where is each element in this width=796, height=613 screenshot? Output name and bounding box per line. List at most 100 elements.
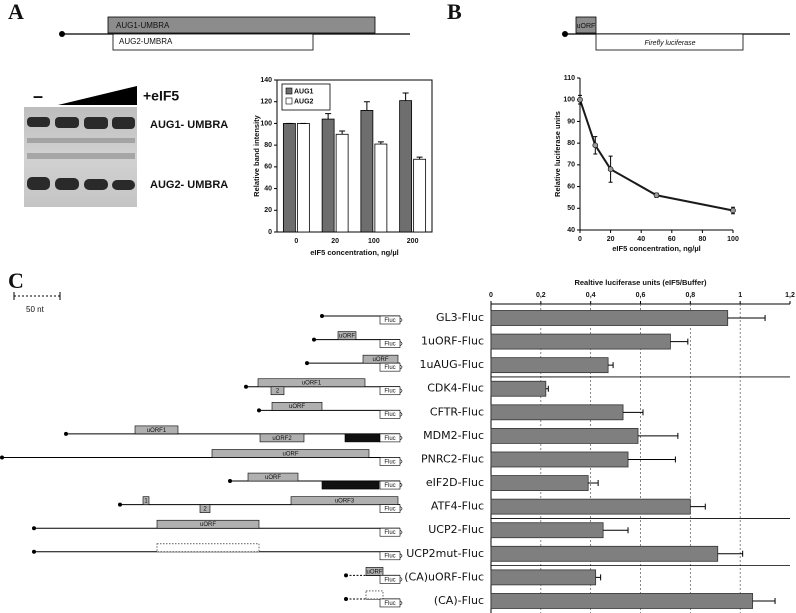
y-tick-label: 80	[264, 142, 272, 149]
cap	[344, 573, 348, 578]
feature-box	[379, 433, 401, 443]
y-tick-label: 90	[567, 118, 575, 125]
error-bar	[717, 550, 744, 557]
error-bar	[595, 574, 602, 581]
feature-label: Fluc	[384, 554, 395, 560]
cap	[32, 526, 36, 531]
x-tick-label: 1	[738, 292, 742, 299]
chart-title: Realtive luciferase units (eIF5/Buffer)	[574, 278, 707, 287]
category-label: CFTR-Fluc	[430, 405, 484, 418]
gel-faint	[27, 138, 135, 159]
gel-minus: –	[33, 86, 43, 106]
tail	[399, 364, 403, 370]
feature-box	[257, 378, 366, 388]
feature-box	[379, 410, 401, 419]
bar	[490, 475, 589, 491]
data-point	[730, 207, 736, 214]
x-axis-label: eIF5 concentration, ng/µl	[612, 244, 701, 253]
feature-label: Fluc	[384, 507, 395, 513]
x-tick-label: 0,8	[685, 292, 695, 299]
y-tick-label: 40	[567, 227, 575, 234]
feature-label: uORF	[265, 475, 281, 481]
category-label: (CA)uORF-Fluc	[404, 570, 484, 583]
feature-label: uORF	[282, 451, 298, 457]
error-bar	[416, 156, 423, 160]
feature-label: uORF	[200, 522, 216, 528]
band	[112, 117, 135, 129]
tail	[399, 577, 403, 582]
feature-box	[290, 496, 399, 505]
feature-label: 2	[203, 507, 207, 513]
cap	[320, 314, 324, 318]
feature-label: uORF	[372, 357, 388, 363]
x-tick-label: 20	[607, 236, 615, 243]
category-label: UCP2-Fluc	[428, 523, 484, 536]
feature-label: uORF2	[272, 436, 292, 442]
scale-label: 50 nt	[26, 305, 45, 314]
x-tick-label: 200	[407, 238, 419, 245]
feature-box	[199, 504, 211, 513]
feature-label: uORF1	[147, 428, 167, 434]
cap	[228, 479, 232, 484]
cap	[344, 596, 348, 601]
feature-box	[379, 362, 401, 372]
cap	[312, 337, 316, 342]
feature-label: Fluc	[384, 577, 395, 583]
feature-label: Fluc	[384, 530, 395, 536]
panel-label: C	[8, 268, 24, 293]
fluc-box	[595, 33, 744, 51]
cap	[32, 549, 36, 554]
feature-box	[379, 551, 401, 561]
error-bar	[325, 113, 332, 120]
error-bar	[545, 385, 549, 392]
error-bar	[752, 597, 776, 604]
bar	[296, 123, 310, 233]
y-tick-label: 0	[268, 229, 272, 236]
category-label: GL3-Fluc	[436, 311, 484, 324]
feature-box	[379, 598, 401, 608]
feature-label: 1	[144, 499, 148, 505]
x-tick-label: 0	[294, 238, 298, 245]
x-tick-label: 80	[699, 236, 707, 243]
x-axis-label: eIF5 concentration, ng/µl	[310, 248, 399, 257]
feature-label: Fluc	[384, 341, 395, 347]
x-tick-label: 0,2	[536, 292, 546, 299]
bar	[490, 380, 547, 397]
feature-box	[156, 543, 260, 553]
x-tick-label: 40	[637, 236, 645, 243]
feature-label: uORF	[289, 404, 305, 410]
cap	[118, 502, 122, 507]
feature-label: Fluc	[384, 483, 395, 489]
y-tick-label: 110	[564, 75, 575, 82]
feature-label: Fluc	[384, 365, 395, 371]
feature-box	[271, 402, 323, 411]
tail	[399, 388, 403, 394]
x-tick-label: 0	[489, 292, 493, 299]
x-tick-label: 20	[331, 238, 339, 245]
x-tick-label: 0,4	[586, 292, 596, 299]
y-tick-label: 40	[264, 185, 272, 192]
feature-label: Fluc	[384, 318, 395, 324]
band	[27, 138, 135, 143]
y-tick-label: 20	[264, 207, 272, 214]
feature-label: 2	[276, 389, 280, 395]
x-tick-label: 0	[578, 236, 582, 243]
tail	[399, 317, 403, 323]
tail	[399, 459, 403, 464]
band	[55, 117, 79, 128]
bar	[335, 133, 349, 233]
feature-box	[365, 567, 384, 576]
bar	[490, 569, 597, 586]
bar	[321, 118, 335, 233]
cap	[64, 431, 68, 436]
uorf-box	[575, 16, 597, 34]
feature-box	[379, 457, 401, 466]
tail	[399, 341, 403, 346]
feature-box	[321, 480, 380, 490]
bar	[374, 143, 388, 233]
feature-box	[156, 519, 260, 529]
tail	[399, 600, 403, 606]
feature-label: uORF1	[302, 381, 322, 387]
feature-label: Fluc	[384, 436, 395, 442]
